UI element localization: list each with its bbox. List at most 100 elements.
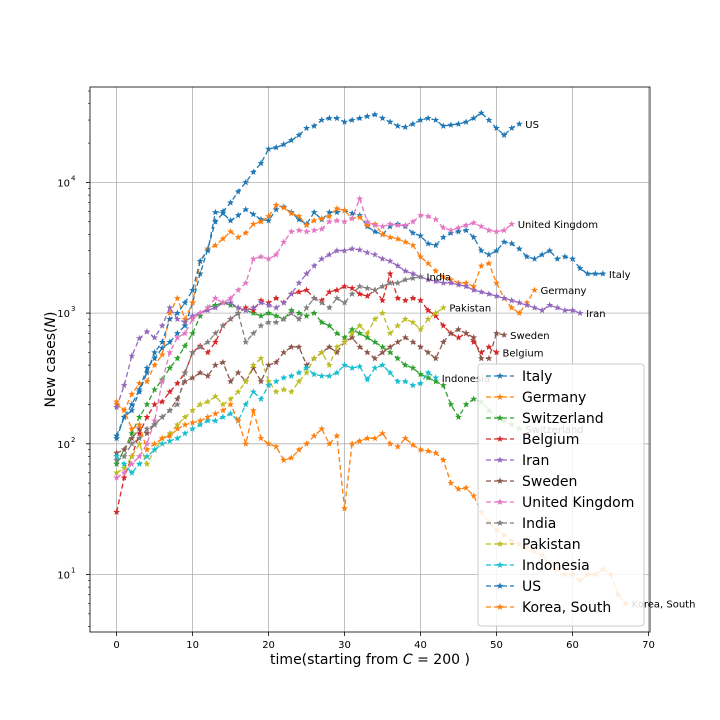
data-point	[173, 329, 181, 337]
data-point	[227, 377, 234, 385]
data-point	[386, 279, 394, 286]
data-point	[318, 348, 326, 356]
data-point	[295, 309, 303, 317]
data-point	[439, 279, 447, 286]
data-point	[417, 116, 424, 123]
data-point	[120, 406, 128, 414]
data-point	[166, 348, 174, 356]
legend-marker	[496, 456, 504, 463]
data-point	[120, 413, 128, 421]
data-point	[401, 315, 409, 322]
data-point	[363, 434, 371, 442]
series-end-label: Indonesia	[442, 374, 490, 385]
data-point	[310, 294, 318, 302]
data-point	[462, 118, 470, 125]
data-point	[166, 437, 174, 444]
data-point	[204, 304, 212, 311]
data-point	[158, 398, 166, 405]
data-point	[561, 253, 569, 260]
data-point	[493, 124, 500, 132]
data-point	[265, 381, 272, 389]
data-point	[295, 131, 303, 139]
data-point	[508, 124, 516, 132]
x-tick-label: 10	[186, 640, 199, 651]
data-point	[158, 434, 166, 442]
data-point	[287, 228, 295, 235]
legend-item: Korea, South	[486, 600, 611, 616]
data-point	[272, 143, 280, 151]
data-point	[462, 329, 470, 337]
data-point	[493, 348, 500, 356]
data-point	[249, 388, 257, 395]
data-point	[249, 255, 257, 262]
data-point	[219, 400, 227, 408]
data-point	[417, 232, 424, 239]
data-point	[455, 325, 462, 333]
data-point	[280, 238, 288, 245]
data-point	[211, 329, 219, 337]
data-point	[493, 292, 500, 299]
data-point	[485, 259, 493, 267]
data-point	[462, 226, 470, 234]
data-point	[173, 395, 181, 402]
data-point	[325, 361, 333, 369]
data-point	[280, 204, 288, 211]
data-point	[280, 140, 288, 148]
data-point	[493, 279, 500, 286]
series-us	[113, 109, 523, 439]
data-point	[181, 377, 189, 385]
data-point	[318, 116, 326, 123]
data-point	[401, 267, 409, 274]
x-tick-label: 30	[338, 640, 351, 651]
data-point	[386, 343, 394, 350]
data-point	[379, 114, 386, 122]
data-point	[173, 354, 181, 362]
data-point	[363, 292, 371, 299]
series-end-label: Korea, South	[632, 599, 696, 610]
data-point	[356, 343, 364, 350]
data-point	[173, 434, 181, 442]
data-point	[394, 322, 402, 329]
data-point	[135, 434, 143, 442]
data-point	[356, 282, 364, 290]
data-point	[386, 270, 394, 277]
data-point	[272, 443, 280, 450]
legend-marker	[496, 477, 504, 484]
data-point	[265, 440, 272, 447]
y-tick-label: 10	[57, 440, 70, 451]
data-point	[333, 208, 341, 216]
data-point	[477, 348, 485, 356]
data-point	[272, 304, 280, 311]
data-point	[113, 434, 121, 442]
data-point	[204, 417, 212, 424]
data-point	[477, 222, 485, 230]
data-point	[341, 282, 348, 290]
data-point	[272, 251, 280, 258]
data-point	[363, 375, 371, 383]
series-lines	[113, 109, 630, 607]
data-point	[333, 343, 341, 350]
data-point	[409, 294, 417, 302]
data-point	[462, 221, 470, 229]
legend-item: Belgium	[486, 432, 579, 448]
data-point	[455, 228, 462, 235]
data-point	[318, 318, 326, 326]
data-point	[546, 301, 554, 309]
y-tick-exponent: 2	[71, 436, 75, 444]
data-point	[432, 374, 440, 381]
data-point	[462, 400, 470, 408]
data-point	[287, 290, 295, 297]
data-point	[272, 294, 280, 302]
data-point	[303, 228, 310, 235]
data-point	[310, 354, 318, 362]
data-point	[325, 208, 333, 216]
data-point	[439, 322, 447, 329]
series-united-kingdom	[113, 195, 516, 481]
series-line	[115, 271, 497, 513]
data-point	[561, 306, 569, 314]
data-point	[455, 224, 462, 231]
series-pakistan	[113, 304, 447, 476]
data-point	[447, 329, 455, 337]
data-point	[515, 309, 523, 317]
